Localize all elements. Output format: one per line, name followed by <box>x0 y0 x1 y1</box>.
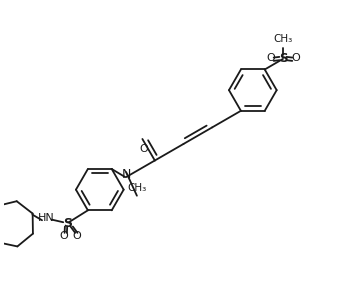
Text: S: S <box>279 52 287 65</box>
Text: O: O <box>266 53 275 63</box>
Text: S: S <box>63 217 72 230</box>
Text: O: O <box>59 231 68 241</box>
Text: N: N <box>121 168 131 181</box>
Text: O: O <box>139 144 148 154</box>
Text: O: O <box>73 231 82 241</box>
Text: CH₃: CH₃ <box>273 34 293 44</box>
Text: CH₃: CH₃ <box>127 183 147 193</box>
Text: HN: HN <box>38 213 55 223</box>
Text: O: O <box>291 53 300 63</box>
